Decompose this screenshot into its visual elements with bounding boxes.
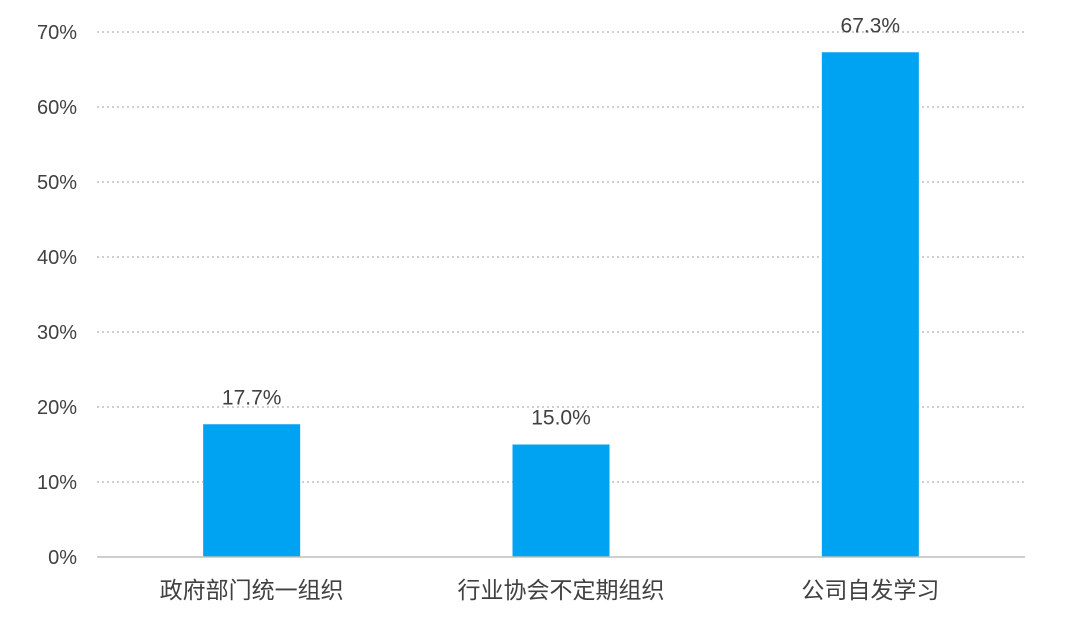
bar-data-label: 17.7% (222, 386, 282, 409)
y-tick-label: 60% (37, 97, 77, 119)
bar (512, 444, 610, 557)
bar (821, 52, 919, 557)
y-tick-label: 20% (37, 397, 77, 419)
bar-data-label: 15.0% (531, 407, 591, 430)
x-category-label: 公司自发学习 (801, 578, 939, 604)
bars (203, 52, 919, 557)
y-tick-label: 10% (37, 472, 77, 494)
y-tick-label: 70% (37, 22, 77, 44)
bar (203, 424, 301, 557)
y-axis-tick-labels: 0% 10% 20% 30% 40% 50% 60% 70% (37, 22, 77, 569)
x-category-label: 行业协会不定期组织 (458, 578, 665, 604)
x-category-label: 政府部门统一组织 (160, 578, 344, 604)
data-labels: 17.7% 15.0% 67.3% (222, 14, 900, 429)
y-tick-label: 30% (37, 322, 77, 344)
y-tick-label: 50% (37, 172, 77, 194)
y-tick-label: 40% (37, 247, 77, 269)
bar-data-label: 67.3% (841, 14, 901, 37)
y-tick-label: 0% (48, 547, 77, 569)
x-axis-category-labels: 政府部门统一组织 行业协会不定期组织 公司自发学习 (160, 578, 940, 604)
